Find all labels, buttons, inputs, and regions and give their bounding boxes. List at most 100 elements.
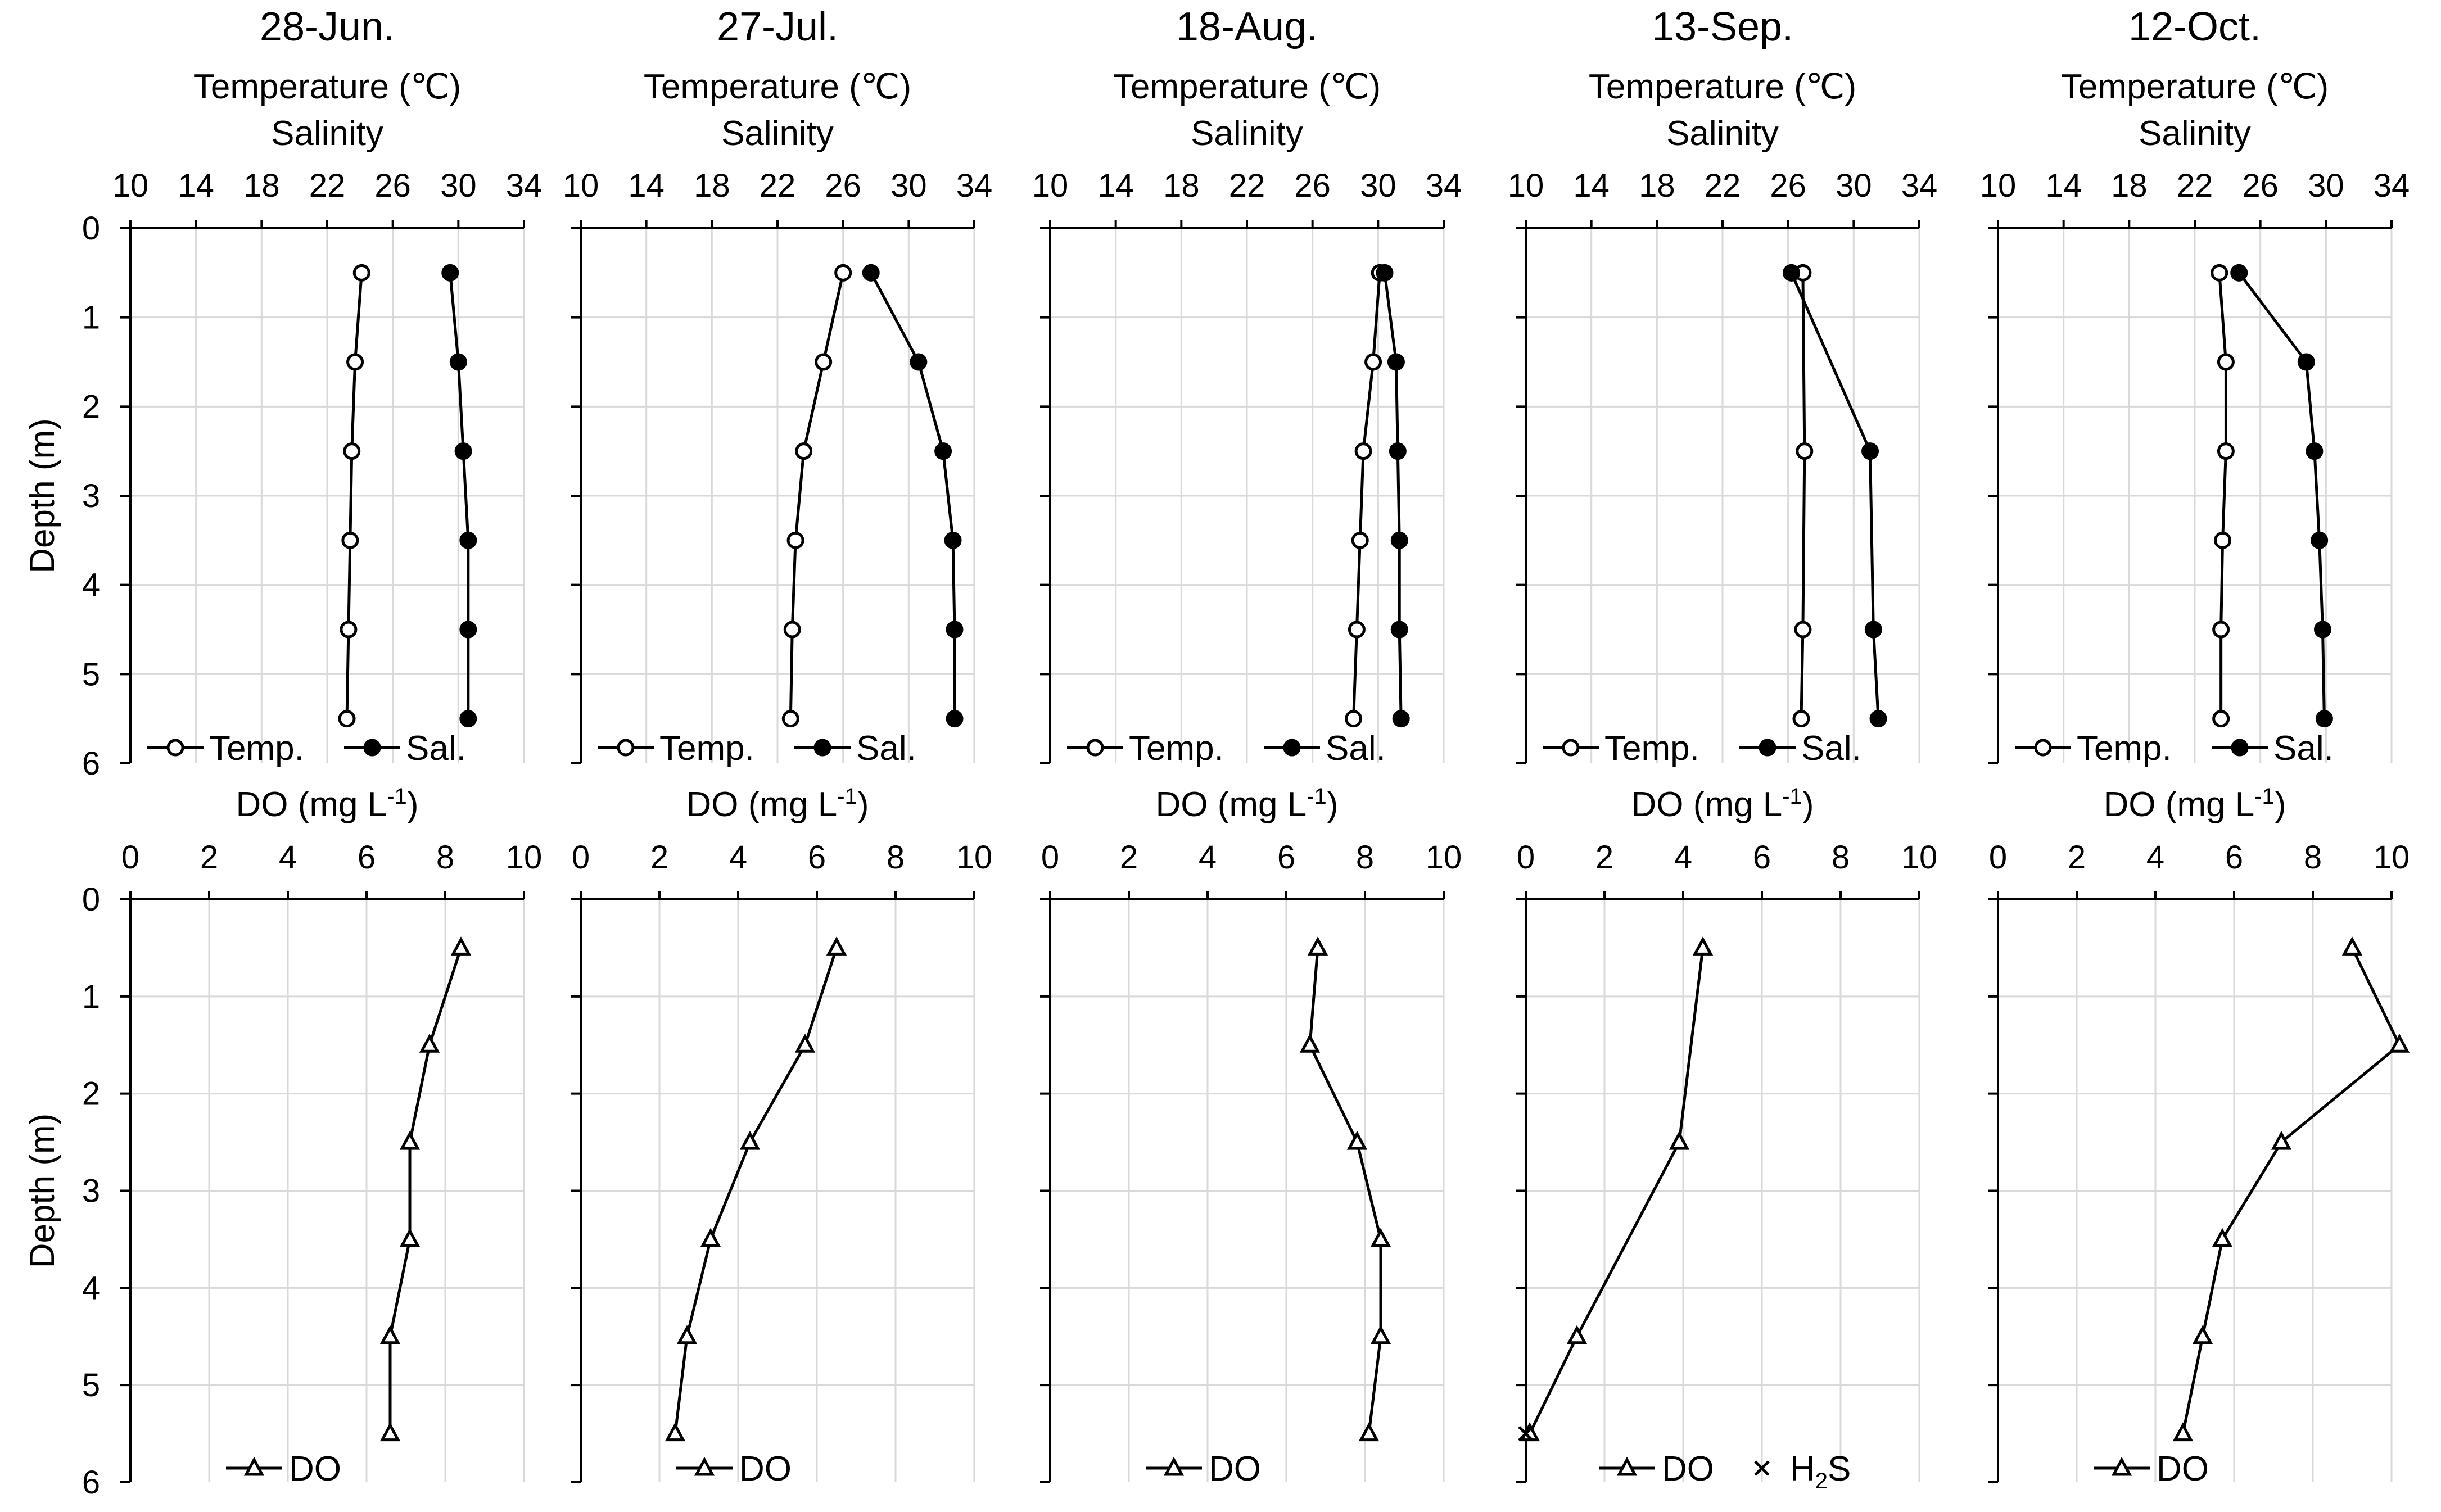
x-tick-label: 2 xyxy=(1595,839,1613,876)
temperature-point xyxy=(2212,710,2230,728)
x-tick-label: 10 xyxy=(1980,168,2017,204)
temperature-point xyxy=(815,353,833,371)
legend-do-marker xyxy=(2111,1456,2132,1476)
y-tick-label: 2 xyxy=(82,388,100,425)
y-tick-label: 0 xyxy=(82,210,100,247)
temperature-axis-label: Temperature (℃) xyxy=(2061,67,2329,106)
top-plot: 10 14 18 22 26 30 34 Temp. Sal. xyxy=(1980,168,2410,768)
x-tick-label: 8 xyxy=(887,839,905,876)
x-tick-label: 10 xyxy=(112,168,149,204)
x-tick-label: 4 xyxy=(2146,839,2164,876)
legend-h2s-label-part: H xyxy=(1790,1450,1815,1488)
x-tick-label: 14 xyxy=(628,168,665,204)
legend-sal-label: Sal. xyxy=(1326,729,1386,768)
temperature-point xyxy=(2212,621,2230,639)
temperature-point xyxy=(346,353,364,371)
x-tick-label: 14 xyxy=(178,168,214,204)
x-tick-label: 18 xyxy=(243,168,280,204)
x-tick-label: 0 xyxy=(121,839,139,876)
x-tick-label: 6 xyxy=(2225,839,2243,876)
legend-sal-marker xyxy=(1759,739,1776,757)
x-tick-label: 26 xyxy=(2242,168,2279,204)
legend-do-label: DO xyxy=(739,1450,792,1488)
x-tick-label: 14 xyxy=(1097,168,1134,204)
top-plot: 10 14 18 22 26 30 34 Temp. Sal. xyxy=(1508,168,1938,768)
x-tick-label: 2 xyxy=(200,839,218,876)
x-tick-label: 34 xyxy=(2374,168,2410,204)
do-axis-label-part: ) xyxy=(1802,785,1814,824)
x-tick-label: 10 xyxy=(1426,839,1462,876)
x-tick-label: 10 xyxy=(506,839,543,876)
do-axis-label: DO (mg L-1) xyxy=(2104,784,2286,824)
legend-h2s-label-part: 2 xyxy=(1815,1469,1828,1493)
x-tick-label: 6 xyxy=(358,839,376,876)
y-tick-label: 2 xyxy=(82,1076,100,1112)
x-tick-label: 8 xyxy=(1832,839,1850,876)
temperature-series-line xyxy=(789,272,845,719)
panel-title: 12-Oct. xyxy=(2128,4,2261,49)
x-tick-label: 4 xyxy=(729,839,747,876)
temperature-point xyxy=(1348,621,1366,639)
do-series-line xyxy=(1528,948,1705,1434)
x-tick-label: 22 xyxy=(309,168,346,204)
x-tick-label: 6 xyxy=(1753,839,1771,876)
y-tick-label: 6 xyxy=(82,745,100,782)
do-axis-label-part: -1 xyxy=(2254,784,2275,809)
salinity-point xyxy=(946,621,964,639)
legend-h2s-label-part: S xyxy=(1828,1450,1851,1488)
salinity-point xyxy=(1376,264,1394,282)
salinity-point xyxy=(459,531,477,549)
temperature-point xyxy=(2217,353,2235,371)
x-tick-label: 2 xyxy=(650,839,668,876)
do-axis-label-part: ) xyxy=(857,785,869,824)
do-point xyxy=(1358,1422,1380,1442)
do-point xyxy=(2172,1422,2194,1442)
temperature-point xyxy=(1345,710,1363,728)
temperature-series-line xyxy=(2218,273,2227,719)
legend-sal-marker xyxy=(2231,739,2249,757)
top-plot: 10 14 18 22 26 30 34 Temp. Sal. xyxy=(563,168,993,768)
do-axis-label: DO (mg L-1) xyxy=(236,784,419,824)
temperature-series-line xyxy=(345,273,363,719)
salinity-point xyxy=(1389,442,1407,460)
legend-do-label: DO xyxy=(289,1450,341,1488)
legend-sal-label: Sal. xyxy=(1801,729,1861,768)
salinity-point xyxy=(1387,353,1405,371)
salinity-axis-label: Salinity xyxy=(1191,114,1303,153)
do-point xyxy=(2271,1130,2292,1150)
do-axis-label-part: DO (mg L xyxy=(2104,785,2255,824)
temperature-series-line xyxy=(1352,273,1381,719)
do-point xyxy=(399,1228,421,1247)
do-point xyxy=(450,936,472,956)
y-tick-label: 4 xyxy=(82,1270,100,1306)
do-point xyxy=(1370,1325,1391,1344)
salinity-axis-label: Salinity xyxy=(2139,114,2251,153)
salinity-point xyxy=(1864,621,1882,639)
x-tick-label: 22 xyxy=(1705,168,1741,204)
salinity-point xyxy=(2297,353,2315,371)
temperature-axis-label: Temperature (℃) xyxy=(1589,67,1856,106)
do-point xyxy=(2389,1033,2410,1053)
do-point xyxy=(739,1130,761,1150)
panel-title: 27-Jul. xyxy=(717,4,838,49)
do-axis-label: DO (mg L-1) xyxy=(1631,784,1814,824)
legend-temp-marker xyxy=(2034,739,2052,757)
x-tick-label: 2 xyxy=(1120,839,1138,876)
x-tick-label: 18 xyxy=(1639,168,1675,204)
panel-title: 18-Aug. xyxy=(1176,4,1318,49)
temperature-point xyxy=(2217,442,2235,460)
x-tick-label: 10 xyxy=(563,168,599,204)
do-axis-label-part: ) xyxy=(407,785,419,824)
do-axis-label-part: -1 xyxy=(387,784,407,809)
x-tick-label: 30 xyxy=(1360,168,1396,204)
x-tick-label: 4 xyxy=(279,839,297,876)
salinity-series-line xyxy=(449,273,470,719)
temperature-point xyxy=(1792,710,1810,728)
do-axis-label: DO (mg L-1) xyxy=(1156,784,1339,824)
salinity-point xyxy=(1783,264,1800,282)
do-axis-label-part: DO (mg L xyxy=(236,785,387,824)
x-tick-label: 26 xyxy=(825,168,861,204)
salinity-series-line xyxy=(2237,271,2326,719)
